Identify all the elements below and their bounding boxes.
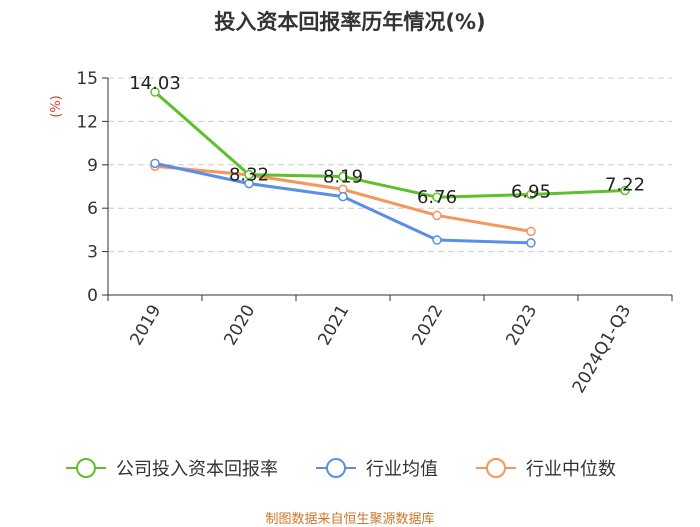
legend-marker (486, 458, 506, 478)
x-tick-label: 2023 (502, 302, 541, 349)
data-point (526, 189, 536, 200)
data-point (432, 210, 442, 221)
x-tick-label: 2021 (314, 302, 353, 349)
y-tick-label: 12 (76, 112, 98, 132)
data-label: 6.76 (417, 187, 457, 208)
series-layer (150, 87, 630, 248)
legend-label: 行业中位数 (526, 459, 616, 480)
chart-title: 投入资本回报率历年情况(%) (214, 10, 486, 34)
data-point (620, 185, 630, 196)
x-tick-label: 2019 (126, 302, 165, 349)
x-tick-label: 2022 (408, 302, 447, 349)
legend: 公司投入资本回报率 行业均值 行业中位数 (66, 458, 616, 480)
legend-marker (76, 458, 96, 478)
data-point (244, 178, 254, 189)
data-point (526, 226, 536, 237)
data-point (526, 238, 536, 248)
data-point (338, 191, 348, 202)
series-line (154, 90, 626, 199)
legend-label: 公司投入资本回报率 (116, 459, 278, 480)
legend-marker (326, 458, 346, 478)
data-point (244, 169, 254, 180)
x-tick-label: 2024Q1-Q3 (569, 302, 636, 397)
data-point (432, 192, 442, 202)
y-tick-label: 0 (87, 286, 98, 306)
data-label: 8.19 (323, 167, 363, 188)
y-axis-unit-label: (%) (49, 95, 64, 118)
data-point (150, 87, 160, 97)
axis-layer: 0 3 6 9 12 15 (%) 2019 2020 2021 2022 2023 2024Q1-Q3 (49, 69, 673, 397)
grid-layer (108, 77, 672, 253)
data-label: 8.32 (229, 165, 269, 186)
data-point (150, 158, 160, 169)
y-tick-label: 6 (87, 199, 98, 219)
x-tick-label: 2020 (220, 302, 259, 349)
legend-label: 行业均值 (366, 459, 438, 480)
y-tick-label: 15 (76, 69, 98, 89)
y-tick-label: 3 (87, 243, 98, 263)
y-tick-label: 9 (87, 156, 98, 176)
source-note: 制图数据来自恒生聚源数据库 (265, 512, 435, 527)
label-layer: 14.03 8.32 8.19 6.76 6.95 7.22 (129, 73, 645, 208)
data-label: 14.03 (129, 73, 181, 94)
data-label: 6.95 (511, 181, 551, 202)
data-point (432, 235, 442, 245)
data-point (338, 171, 348, 182)
data-label: 7.22 (605, 175, 645, 196)
